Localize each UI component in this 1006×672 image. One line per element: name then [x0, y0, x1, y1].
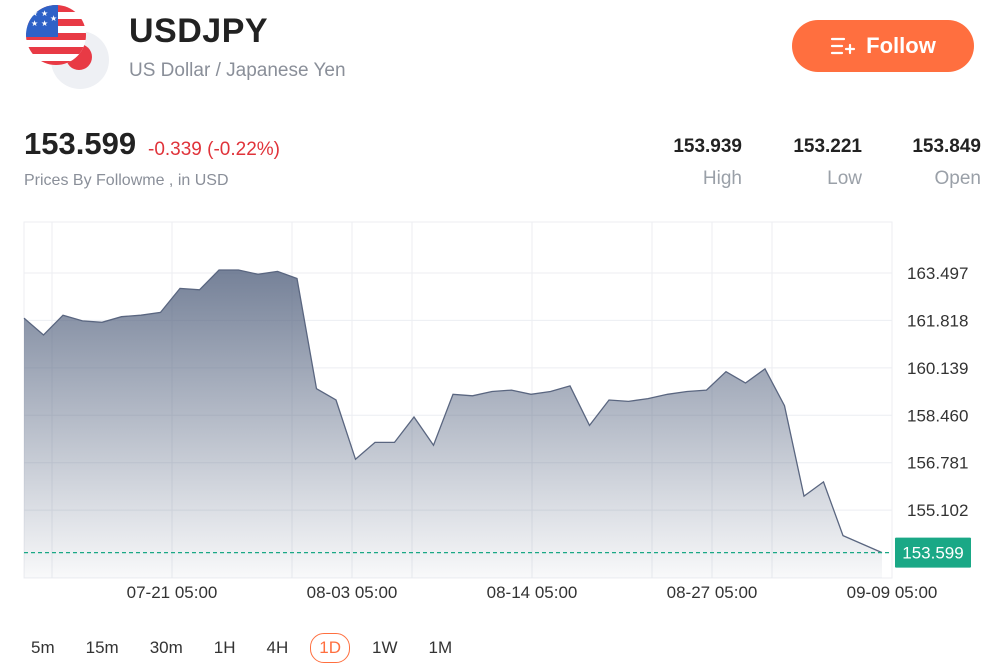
- stat-open: 153.849 Open: [871, 136, 981, 190]
- usd-jpy-flag-icon: ★ ★ ★ ★★: [26, 5, 109, 89]
- follow-label: Follow: [866, 33, 936, 58]
- svg-text:★: ★: [31, 9, 38, 18]
- y-tick-label: 160.139: [907, 359, 968, 378]
- y-tick-label: 158.460: [907, 406, 968, 425]
- current-price-tag: 153.599: [895, 537, 971, 568]
- x-tick-label: 09-09 05:00: [847, 583, 938, 602]
- price-change: -0.339 (-0.22%): [148, 139, 281, 160]
- timeframe-1w[interactable]: 1W: [371, 638, 398, 657]
- follow-button[interactable]: Follow: [792, 20, 974, 72]
- svg-text:★: ★: [41, 19, 48, 28]
- x-tick-label: 07-21 05:00: [127, 583, 218, 602]
- stat-low-value: 153.221: [793, 136, 862, 157]
- svg-text:★: ★: [50, 14, 57, 23]
- y-tick-label: 163.497: [907, 264, 968, 283]
- x-tick-label: 08-03 05:00: [307, 583, 398, 602]
- current-price: 153.599: [24, 126, 137, 161]
- current-price-tag-label: 153.599: [902, 544, 963, 563]
- price-line: [23, 269, 883, 554]
- stat-high: 153.939 High: [632, 136, 742, 190]
- y-tick-label: 156.781: [907, 454, 968, 473]
- follow-list-icon: [831, 37, 856, 55]
- timeframe-5m[interactable]: 5m: [31, 638, 55, 657]
- timeframe-30m[interactable]: 30m: [149, 638, 183, 657]
- svg-text:★: ★: [31, 19, 38, 28]
- price-area-fill: [24, 270, 882, 578]
- pair-name: US Dollar / Japanese Yen: [129, 60, 346, 81]
- timeframe-1d[interactable]: 1D: [310, 633, 350, 663]
- timeframe-1m[interactable]: 1M: [428, 638, 453, 657]
- svg-text:★: ★: [41, 9, 48, 18]
- price-area-chart[interactable]: 163.497 161.818 160.139 158.460 156.781 155.1…: [0, 210, 1006, 610]
- timeframe-4h[interactable]: 4H: [266, 638, 289, 657]
- price-source: Prices By Followme , in USD: [24, 172, 229, 189]
- stat-open-label: Open: [934, 168, 981, 189]
- y-tick-label: 155.102: [907, 501, 968, 520]
- timeframe-1h[interactable]: 1H: [213, 638, 236, 657]
- stat-high-value: 153.939: [673, 136, 742, 157]
- x-tick-label: 08-14 05:00: [487, 583, 578, 602]
- stat-low: 153.221 Low: [752, 136, 862, 190]
- timeframe-15m[interactable]: 15m: [85, 638, 119, 657]
- y-tick-label: 161.818: [907, 311, 968, 330]
- x-tick-label: 08-27 05:00: [667, 583, 758, 602]
- stat-low-label: Low: [827, 168, 862, 189]
- stat-high-label: High: [702, 168, 742, 189]
- stat-open-value: 153.849: [912, 136, 981, 157]
- symbol-title: USDJPY: [129, 12, 269, 50]
- timeframe-selector: 5m 15m 30m 1H 4H 1D 1W 1M: [22, 633, 474, 663]
